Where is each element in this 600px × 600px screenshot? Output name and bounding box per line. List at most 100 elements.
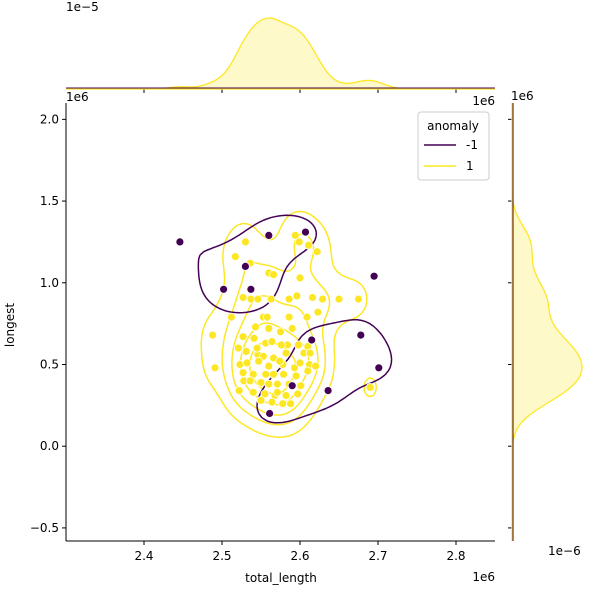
point-normal (238, 368, 248, 378)
y-tick-label: 1.0 (40, 276, 59, 290)
x-tick-label: 2.8 (446, 549, 465, 563)
top-right-offset-label: 1e6 (472, 94, 495, 108)
point-anomaly (175, 237, 185, 247)
y-tick-label: −0.5 (30, 521, 59, 535)
point-normal (276, 340, 286, 350)
point-anomaly (374, 363, 384, 373)
point-normal (252, 343, 262, 353)
x-axis-label: total_length (245, 571, 317, 585)
point-normal (260, 389, 270, 399)
point-normal (264, 379, 274, 389)
point-normal (354, 294, 363, 304)
point-normal (256, 395, 266, 405)
x-tick-label: 2.7 (368, 549, 387, 563)
top-marginal-offset-label: 1e−5 (66, 0, 99, 14)
point-normal (311, 361, 321, 371)
point-normal (230, 252, 240, 262)
point-normal (261, 369, 271, 379)
point-normal (281, 348, 291, 358)
point-normal (264, 324, 274, 333)
point-normal (208, 330, 218, 340)
point-normal (269, 369, 278, 379)
main-axes: 2.4 2.5 2.6 2.7 2.8 −0.5 0.0 0.5 1.0 1.5 2.0 (30, 103, 495, 563)
point-normal (238, 332, 248, 342)
point-normal (302, 312, 312, 322)
y-tick-label: 0.0 (40, 439, 59, 453)
point-normal (262, 312, 272, 322)
point-anomaly (287, 381, 297, 391)
top-marginal-density-normal (66, 17, 495, 90)
point-normal (304, 240, 314, 250)
point-normal (248, 387, 258, 397)
point-normal (267, 337, 277, 347)
point-normal (293, 340, 303, 350)
point-normal (251, 322, 260, 332)
legend-title: anomaly (427, 119, 479, 133)
top-marginal-plot (66, 17, 495, 93)
point-normal (303, 366, 313, 376)
contour-normal (221, 232, 331, 426)
point-anomaly (264, 230, 274, 240)
point-normal (264, 361, 274, 371)
point-normal (275, 356, 285, 366)
y-tick-label: 2.0 (40, 112, 59, 126)
y-offset-label: 1e6 (66, 90, 89, 104)
point-normal (254, 356, 264, 366)
point-normal (313, 307, 323, 317)
legend-label-anomaly: -1 (466, 138, 478, 152)
point-normal (267, 397, 277, 407)
point-normal (318, 294, 328, 304)
point-normal (266, 294, 276, 304)
point-anomaly (246, 284, 256, 294)
point-normal (245, 376, 255, 386)
point-normal (249, 333, 259, 343)
point-normal (233, 343, 243, 353)
legend: anomaly -1 1 (417, 111, 490, 181)
point-normal (287, 324, 297, 333)
point-anomaly (369, 271, 379, 281)
point-normal (241, 346, 251, 356)
x-tick-label: 2.5 (212, 549, 231, 563)
point-normal (278, 399, 288, 409)
point-normal (284, 312, 294, 322)
point-normal (235, 360, 245, 369)
right-marginal-plot (508, 103, 583, 541)
point-normal (295, 273, 305, 283)
point-normal (294, 237, 304, 247)
y-tick-label: 1.5 (40, 194, 59, 208)
point-anomaly (307, 335, 317, 345)
point-normal (286, 399, 296, 409)
point-normal (290, 230, 300, 240)
point-normal (242, 358, 252, 368)
point-normal (253, 294, 263, 304)
point-normal (312, 247, 322, 257)
point-normal (279, 369, 289, 379)
point-normal (234, 386, 244, 396)
point-anomaly (265, 409, 275, 418)
point-normal (308, 293, 317, 302)
point-anomaly (356, 330, 366, 340)
scatter-points (175, 227, 384, 418)
point-normal (272, 387, 282, 397)
point-normal (284, 294, 294, 304)
point-anomaly (323, 386, 333, 396)
point-normal (281, 391, 291, 400)
y-tick-label: 0.5 (40, 357, 59, 371)
point-normal (334, 294, 344, 304)
point-normal (240, 237, 250, 247)
point-normal (293, 389, 303, 399)
legend-label-normal: 1 (466, 159, 474, 173)
y-axis-label: longest (3, 303, 17, 348)
x-tick-label: 2.6 (290, 549, 309, 563)
right-marginal-density-normal (511, 103, 583, 541)
x-tick-label: 2.4 (134, 549, 153, 563)
point-normal (238, 293, 248, 302)
point-normal (276, 327, 285, 337)
x-offset-label: 1e6 (472, 570, 495, 584)
right-marginal-top-offset-label: 1e6 (511, 89, 534, 103)
point-normal (290, 363, 299, 373)
point-anomaly (301, 227, 310, 237)
point-normal (365, 382, 375, 392)
point-normal (272, 379, 282, 389)
